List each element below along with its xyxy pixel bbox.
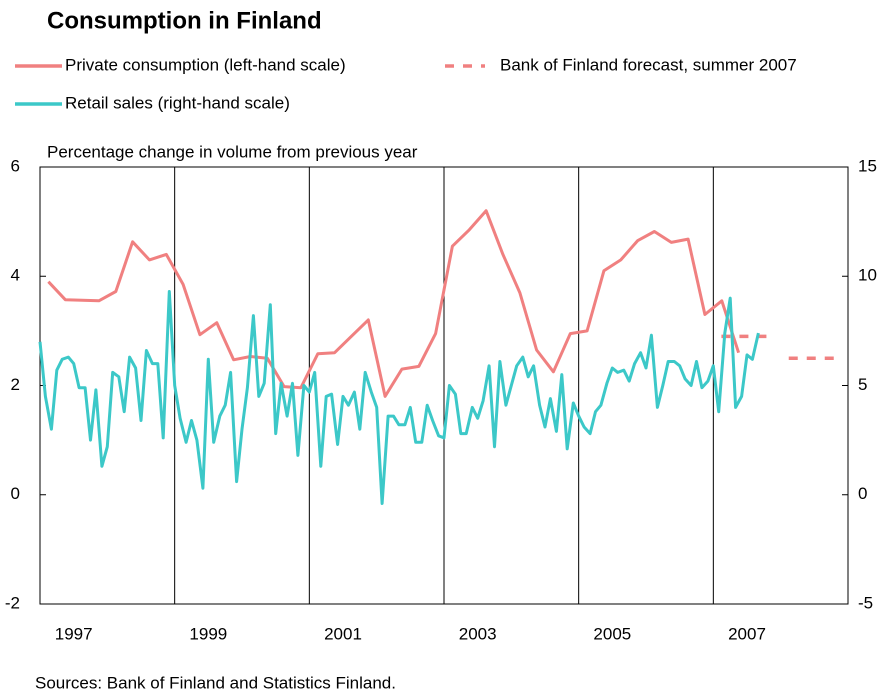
y2-tick-label: 0 [858,484,867,503]
y-tick-label: 0 [11,484,20,503]
x-tick-label: 2001 [324,624,362,643]
x-tick-label: 2007 [728,624,766,643]
source-note: Sources: Bank of Finland and Statistics … [35,673,396,692]
legend-label: Retail sales (right-hand scale) [65,93,290,112]
x-tick-label: 2005 [593,624,631,643]
x-tick-label: 2003 [459,624,497,643]
axis-subtitle: Percentage change in volume from previou… [47,142,418,161]
x-tick-label: 1999 [189,624,227,643]
y2-tick-label: 5 [858,375,867,394]
x-tick-label: 1997 [55,624,93,643]
y-tick-label: 6 [11,156,20,175]
y2-tick-label: -5 [858,593,873,612]
legend-label: Private consumption (left-hand scale) [65,55,346,74]
y-tick-label: -2 [5,593,20,612]
y2-tick-label: 10 [858,266,877,285]
y-tick-label: 2 [11,375,20,394]
y-tick-label: 4 [11,266,20,285]
series-line [47,209,741,398]
series-line [38,290,760,505]
legend-label: Bank of Finland forecast, summer 2007 [500,55,797,74]
y2-tick-label: 15 [858,156,877,175]
chart-title: Consumption in Finland [47,7,322,34]
